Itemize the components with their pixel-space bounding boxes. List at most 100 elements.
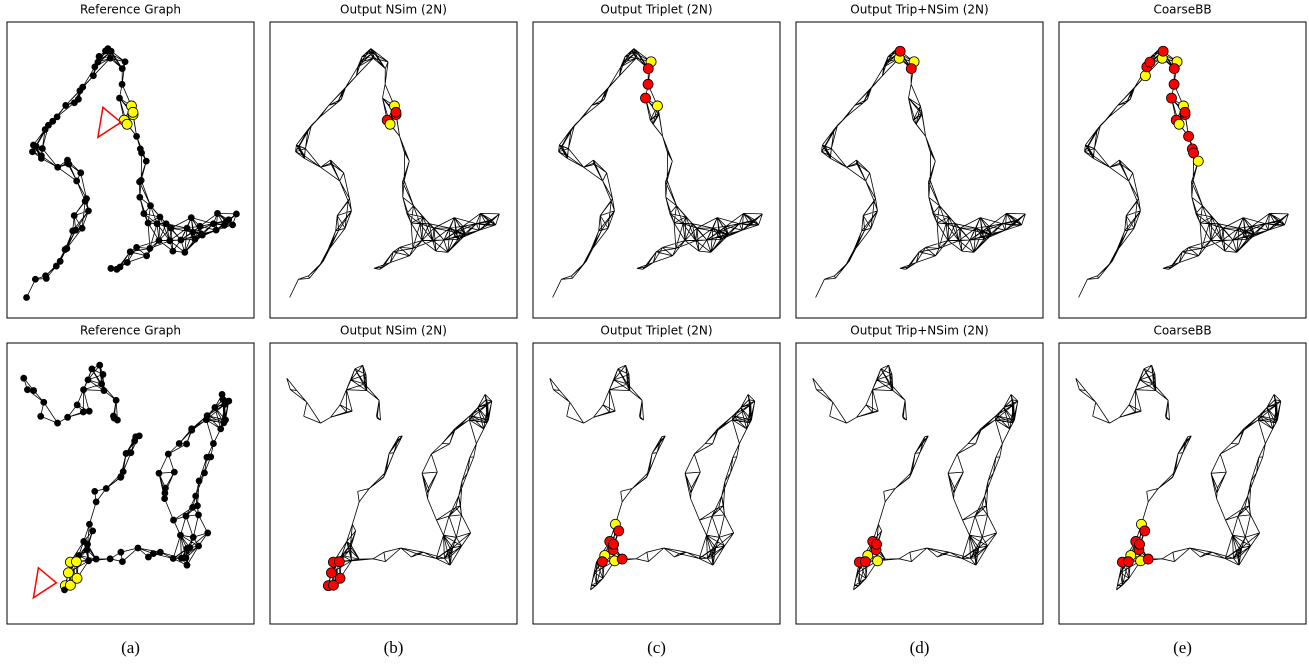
graph-edges [812, 364, 1019, 591]
graph-node [162, 220, 170, 228]
highlight-node [1144, 56, 1156, 68]
graph-node [195, 542, 202, 550]
graph-node [92, 555, 100, 563]
graph-node [121, 58, 129, 66]
graph-node [170, 516, 177, 524]
graph-node [133, 132, 140, 140]
graph-node [187, 214, 195, 222]
graph-node [23, 294, 30, 301]
graph-node [195, 477, 203, 485]
graph-edges [815, 48, 1026, 298]
graph-node [149, 550, 157, 557]
graph-node [182, 512, 190, 520]
graph-node [155, 237, 163, 244]
panel-caption: (c) [647, 638, 666, 657]
graph-node [183, 561, 191, 569]
graph-node [196, 222, 204, 230]
graph-node [30, 387, 38, 394]
graph-node [95, 53, 103, 60]
graph-node [78, 224, 86, 232]
graph-node [209, 220, 217, 228]
graph-node [117, 548, 125, 556]
highlight-node [1168, 63, 1180, 75]
graph-node [118, 65, 126, 73]
graph-edges [552, 48, 763, 298]
panel-frame [1058, 342, 1307, 625]
graph-node [156, 548, 164, 556]
panel-title: Output Trip+NSim (2N) [850, 324, 988, 338]
graph-node [169, 247, 177, 255]
highlight-node [384, 118, 396, 130]
graph-node [221, 401, 229, 408]
highlight-node [613, 525, 625, 537]
highlight-node [334, 572, 346, 584]
graph-node [161, 489, 169, 497]
highlight-node [1183, 130, 1194, 142]
graph-node [40, 398, 48, 406]
graph-node [167, 224, 175, 232]
highlight-node [1173, 118, 1185, 130]
graph-node [175, 440, 183, 447]
graph-node [164, 450, 172, 458]
graph-node [212, 226, 220, 234]
highlight-node [1192, 155, 1204, 167]
graph-edges [549, 364, 756, 591]
graph-node [30, 141, 37, 149]
graph-node [217, 425, 225, 433]
graph-node [123, 259, 131, 266]
graph-node [42, 272, 49, 280]
graph-node [146, 245, 154, 252]
highlight-node [328, 579, 339, 591]
graph-node [144, 219, 152, 227]
highlight-node [596, 556, 608, 568]
highlight-node [390, 106, 402, 118]
graph-edges [289, 48, 500, 298]
panel-title: Output Triplet (2N) [600, 3, 712, 17]
graph-node [220, 419, 228, 427]
graph-node [63, 567, 74, 579]
graph-node [61, 246, 69, 253]
graph-edges [1075, 364, 1282, 591]
graph-node [53, 113, 61, 121]
graph-node [134, 544, 142, 552]
graph-node [181, 248, 189, 256]
graph-node [126, 248, 134, 256]
panel-title: CoarseBB [1153, 3, 1211, 17]
graph-node [182, 554, 190, 562]
graph-node [80, 386, 87, 394]
graph-node [29, 148, 36, 156]
graph-node [52, 262, 60, 270]
graph-node [54, 163, 62, 171]
graph-node [73, 177, 81, 185]
panel-title: Output Trip+NSim (2N) [850, 3, 988, 17]
graph-node [45, 121, 52, 129]
panel-frame [795, 21, 1044, 319]
panel-title: Output NSim (2N) [340, 3, 447, 17]
graph-node [156, 213, 164, 221]
graph-edges [1078, 48, 1289, 298]
graph-node [143, 252, 151, 260]
graph-node [94, 58, 102, 66]
highlight-node [1142, 553, 1154, 565]
graph-edges [23, 364, 230, 591]
graph-node [20, 374, 28, 382]
graph-node [155, 469, 163, 477]
graph-node [65, 579, 76, 591]
graph-node [83, 546, 91, 554]
highlight-node [1139, 525, 1151, 537]
graph-node [99, 371, 107, 378]
graph-node [91, 63, 99, 71]
graph-node [79, 83, 87, 91]
graph-node [136, 178, 143, 186]
graph-node [211, 404, 219, 411]
graph-node [107, 265, 115, 272]
graph-node [153, 220, 161, 228]
highlight-node [608, 538, 619, 550]
highlight-node [1179, 106, 1191, 118]
graph-node [84, 540, 91, 548]
graph-node [49, 117, 57, 125]
graph-node [73, 401, 81, 409]
graph-node [64, 413, 72, 421]
panel-frame [269, 21, 518, 319]
